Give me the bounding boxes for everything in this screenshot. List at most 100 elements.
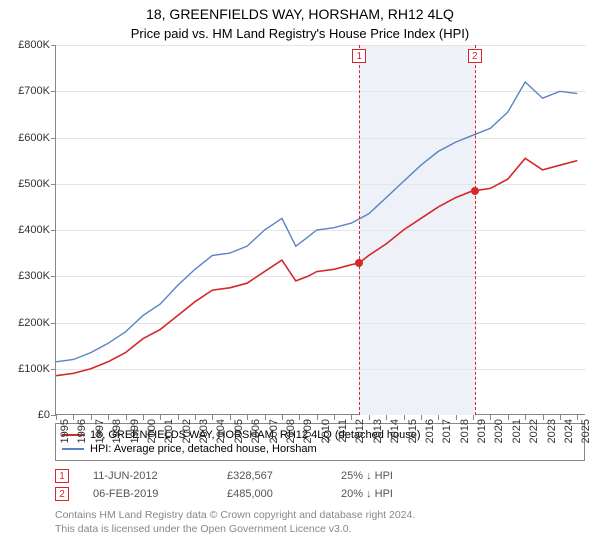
y-axis-label: £100K <box>18 363 50 375</box>
xtick <box>560 415 561 420</box>
xtick <box>525 415 526 420</box>
x-axis-label: 2001 <box>163 419 175 443</box>
xtick <box>351 415 352 420</box>
series-line-price_paid <box>56 158 577 375</box>
x-axis-label: 2024 <box>563 419 575 443</box>
ytick <box>51 91 56 92</box>
x-axis-label: 2018 <box>459 419 471 443</box>
plot-region: 12 <box>55 45 585 415</box>
legend-row-hpi: HPI: Average price, detached house, Hors… <box>62 442 578 456</box>
y-axis-label: £500K <box>18 178 50 190</box>
xtick <box>369 415 370 420</box>
xtick <box>265 415 266 420</box>
sale-dot <box>355 259 363 267</box>
ytick <box>51 369 56 370</box>
sale-row-key: 1 <box>55 469 69 483</box>
xtick <box>126 415 127 420</box>
ytick <box>51 230 56 231</box>
x-axis-label: 2013 <box>372 419 384 443</box>
sale-delta: 20% ↓ HPI <box>341 488 393 500</box>
x-axis-label: 1998 <box>111 419 123 443</box>
x-axis-label: 1996 <box>76 419 88 443</box>
chart-title: 18, GREENFIELDS WAY, HORSHAM, RH12 4LQ <box>0 0 600 22</box>
x-axis-label: 2015 <box>407 419 419 443</box>
xtick <box>508 415 509 420</box>
x-axis-label: 2010 <box>320 419 332 443</box>
ytick <box>51 184 56 185</box>
xtick <box>473 415 474 420</box>
xtick <box>404 415 405 420</box>
x-axis-label: 2023 <box>546 419 558 443</box>
chart-lines-svg <box>56 45 586 415</box>
sale-marker-box: 2 <box>468 49 482 63</box>
x-axis-label: 2011 <box>337 419 349 443</box>
xtick <box>543 415 544 420</box>
sale-date: 11-JUN-2012 <box>93 470 203 482</box>
x-axis-label: 2020 <box>493 419 505 443</box>
xtick <box>230 415 231 420</box>
chart-subtitle: Price paid vs. HM Land Registry's House … <box>0 22 600 45</box>
x-axis-label: 2002 <box>181 419 193 443</box>
xtick <box>143 415 144 420</box>
y-axis-label: £800K <box>18 39 50 51</box>
xtick <box>91 415 92 420</box>
xtick <box>73 415 74 420</box>
x-axis-label: 2008 <box>285 419 297 443</box>
footer-line-2: This data is licensed under the Open Gov… <box>55 523 585 537</box>
xtick <box>195 415 196 420</box>
xtick <box>108 415 109 420</box>
y-axis-label: £0 <box>38 409 50 421</box>
sale-dot <box>471 187 479 195</box>
x-axis-label: 1995 <box>59 419 71 443</box>
x-axis-label: 2021 <box>511 419 523 443</box>
series-line-hpi <box>56 82 577 362</box>
xtick <box>490 415 491 420</box>
x-axis-label: 2005 <box>233 419 245 443</box>
sale-price: £328,567 <box>227 470 317 482</box>
xtick <box>317 415 318 420</box>
xtick <box>334 415 335 420</box>
xtick <box>386 415 387 420</box>
sale-date: 06-FEB-2019 <box>93 488 203 500</box>
y-axis-label: £400K <box>18 224 50 236</box>
x-axis-label: 2009 <box>302 419 314 443</box>
sale-vline <box>475 45 476 415</box>
xtick <box>160 415 161 420</box>
x-axis-label: 2019 <box>476 419 488 443</box>
ytick <box>51 45 56 46</box>
sale-delta: 25% ↓ HPI <box>341 470 393 482</box>
xtick <box>212 415 213 420</box>
xtick <box>577 415 578 420</box>
x-axis-label: 2006 <box>250 419 262 443</box>
ytick <box>51 138 56 139</box>
x-axis-label: 2000 <box>146 419 158 443</box>
x-axis-label: 2014 <box>389 419 401 443</box>
x-axis-label: 2003 <box>198 419 210 443</box>
x-axis-label: 1997 <box>94 419 106 443</box>
x-axis-label: 2007 <box>268 419 280 443</box>
xtick <box>421 415 422 420</box>
footer-attribution: Contains HM Land Registry data © Crown c… <box>55 509 585 536</box>
y-axis-label: £200K <box>18 317 50 329</box>
ytick <box>51 323 56 324</box>
x-axis-label: 2022 <box>528 419 540 443</box>
xtick <box>299 415 300 420</box>
x-axis-label: 2012 <box>354 419 366 443</box>
y-axis-label: £300K <box>18 270 50 282</box>
x-axis-label: 2025 <box>580 419 592 443</box>
xtick <box>247 415 248 420</box>
legend-swatch-hpi <box>62 448 84 450</box>
sale-vline <box>359 45 360 415</box>
xtick <box>178 415 179 420</box>
sale-row: 1 11-JUN-2012 £328,567 25% ↓ HPI <box>55 467 585 485</box>
x-axis-label: 2016 <box>424 419 436 443</box>
chart-area: 12 £0£100K£200K£300K£400K£500K£600K£700K… <box>55 45 585 415</box>
sales-table: 111-JUN-2012£328,56725% ↓ HPI206-FEB-201… <box>55 467 585 503</box>
y-axis-label: £600K <box>18 132 50 144</box>
xtick <box>438 415 439 420</box>
chart-container: 18, GREENFIELDS WAY, HORSHAM, RH12 4LQ P… <box>0 0 600 560</box>
x-axis-label: 1999 <box>129 419 141 443</box>
x-axis-label: 2017 <box>441 419 453 443</box>
xtick <box>282 415 283 420</box>
x-axis-label: 2004 <box>215 419 227 443</box>
